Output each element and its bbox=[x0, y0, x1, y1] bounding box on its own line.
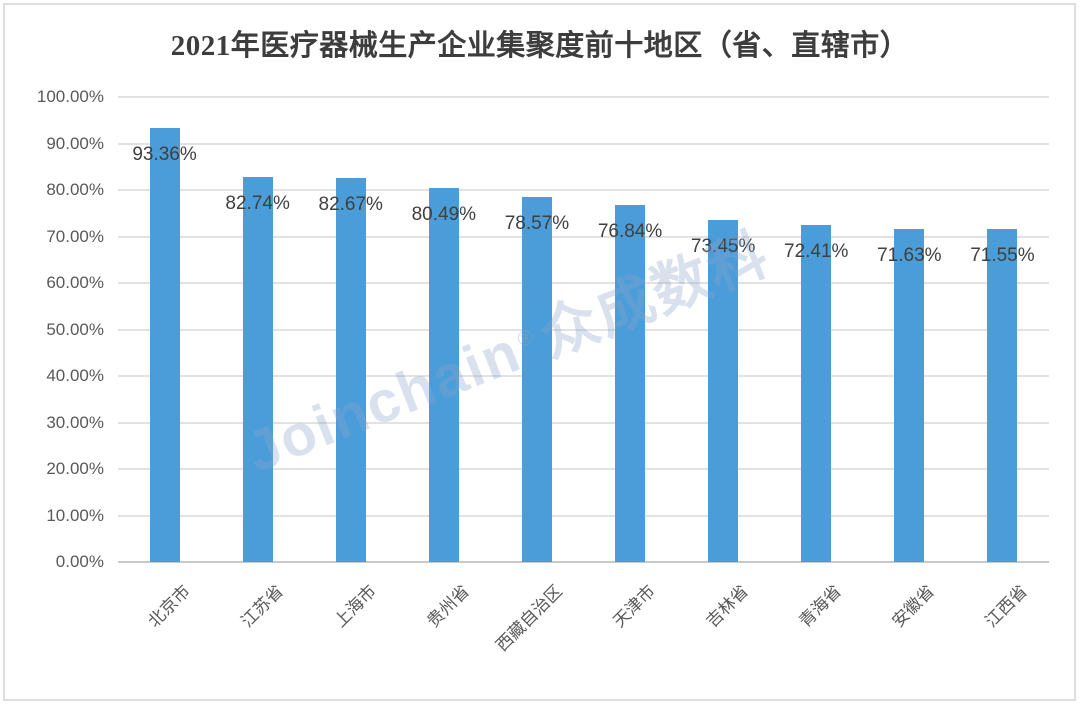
gridline-10 bbox=[118, 514, 1049, 517]
gridline-30 bbox=[118, 421, 1049, 424]
gridline-70 bbox=[118, 235, 1049, 238]
y-tick-label-30: 30.00% bbox=[46, 412, 104, 432]
y-tick-label-90: 90.00% bbox=[46, 133, 104, 153]
x-category-label-江西省: 江西省 bbox=[981, 581, 1032, 632]
y-tick-label-0: 0.00% bbox=[55, 552, 104, 571]
y-tick-label-80: 80.00% bbox=[46, 180, 104, 199]
y-tick-label-20: 20.00% bbox=[46, 459, 104, 478]
bar-value-label-青海省: 72.41% bbox=[784, 241, 849, 263]
gridline-20 bbox=[118, 468, 1049, 470]
bar-value-label-吉林省: 73.45% bbox=[690, 236, 756, 258]
bar-西藏自治区 bbox=[521, 196, 552, 562]
chart-title: 2021年医疗器械生产企业集聚度前十地区（省、直辖市） bbox=[170, 30, 910, 62]
x-category-label-青海省: 青海省 bbox=[795, 581, 846, 632]
gridline-50 bbox=[118, 328, 1049, 331]
x-category-label-北京市: 北京市 bbox=[144, 581, 194, 632]
x-category-label-贵州省: 贵州省 bbox=[423, 581, 473, 632]
bar-value-label-北京市: 93.36% bbox=[132, 143, 197, 165]
bar-青海省 bbox=[801, 225, 832, 562]
gridline-90 bbox=[118, 142, 1049, 145]
y-tick-label-50: 50.00% bbox=[46, 319, 104, 339]
bar-value-label-江西省: 71.55% bbox=[970, 245, 1035, 267]
y-tick-label-40: 40.00% bbox=[46, 366, 104, 385]
bar-吉林省 bbox=[708, 220, 739, 562]
x-category-label-西藏自治区: 西藏自治区 bbox=[492, 581, 566, 656]
bar-value-label-江苏省: 82.74% bbox=[225, 193, 290, 215]
x-category-label-江苏省: 江苏省 bbox=[237, 581, 287, 632]
bar-贵州省 bbox=[428, 187, 459, 562]
y-tick-label-70: 70.00% bbox=[46, 226, 104, 246]
bar-上海市 bbox=[335, 177, 366, 562]
bar-江西省 bbox=[987, 229, 1018, 562]
bar-天津市 bbox=[615, 204, 646, 562]
x-axis-line bbox=[118, 561, 1049, 563]
gridline-80 bbox=[118, 189, 1049, 191]
gridline-100 bbox=[118, 96, 1049, 98]
bar-北京市 bbox=[149, 127, 180, 562]
y-tick-label-60: 60.00% bbox=[46, 273, 104, 292]
watermark-latin: Joinchain bbox=[237, 318, 530, 486]
gridline-40 bbox=[118, 375, 1049, 377]
y-tick-label-10: 10.00% bbox=[46, 505, 104, 525]
bar-value-label-西藏自治区: 78.57% bbox=[504, 212, 570, 234]
bar-安徽省 bbox=[894, 228, 925, 562]
bar-江苏省 bbox=[242, 177, 273, 562]
bar-value-label-安徽省: 71.63% bbox=[877, 244, 942, 266]
x-category-label-天津市: 天津市 bbox=[609, 581, 660, 632]
bar-value-label-上海市: 82.67% bbox=[318, 193, 383, 215]
bar-value-label-天津市: 76.84% bbox=[597, 220, 663, 242]
x-category-label-吉林省: 吉林省 bbox=[702, 581, 753, 632]
x-category-label-上海市: 上海市 bbox=[330, 581, 380, 632]
bar-value-label-贵州省: 80.49% bbox=[411, 203, 477, 225]
y-tick-label-100: 100.00% bbox=[36, 87, 104, 106]
x-category-label-安徽省: 安徽省 bbox=[888, 581, 939, 632]
gridline-60 bbox=[118, 282, 1049, 284]
